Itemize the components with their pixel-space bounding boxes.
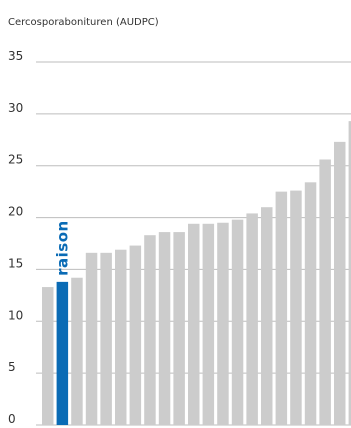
bar (348, 121, 351, 426)
bar (115, 249, 127, 425)
y-tick-label: 35 (8, 49, 23, 63)
bar (275, 191, 288, 425)
y-tick-label: 0 (8, 412, 16, 426)
bar (71, 277, 83, 425)
bar (144, 235, 156, 425)
bar-labels: raison (53, 220, 71, 276)
bar (129, 245, 142, 425)
bar (217, 222, 229, 425)
bars (42, 121, 351, 426)
y-tick-label: 25 (8, 153, 23, 167)
y-tick-label: 10 (8, 308, 23, 322)
bar (202, 223, 215, 425)
bar (319, 159, 331, 425)
bar (304, 182, 317, 425)
bar (158, 232, 171, 425)
bar (173, 232, 185, 425)
bar (42, 287, 54, 425)
y-tick-labels: 0 5 10 15 20 25 30 35 (8, 49, 23, 426)
highlight-bar-label: raison (53, 220, 71, 276)
bar-highlight (56, 281, 69, 425)
y-tick-label: 5 (8, 360, 16, 374)
bar (231, 219, 244, 425)
y-tick-label: 15 (8, 256, 23, 270)
bar (261, 207, 273, 425)
bar (334, 141, 346, 426)
y-tick-label: 30 (8, 101, 23, 115)
bar (290, 190, 302, 425)
y-axis-label: Cercosporabonituren (AUDPC) (8, 17, 159, 28)
y-tick-label: 20 (8, 205, 23, 219)
bar (246, 213, 258, 425)
bar (100, 252, 112, 425)
bar (85, 252, 98, 425)
bar (188, 223, 200, 425)
